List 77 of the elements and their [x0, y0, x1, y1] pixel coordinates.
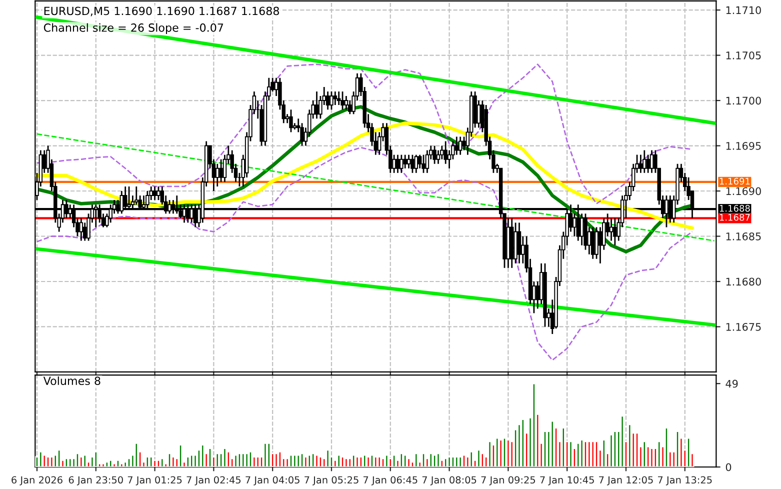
- ref-line-label: 1.1691: [720, 178, 750, 185]
- candlestick: [344, 95, 348, 110]
- candlestick: [458, 136, 462, 156]
- x-tick-label: 6 Jan 23:50: [68, 476, 123, 486]
- candlestick: [134, 186, 138, 206]
- candlestick: [440, 145, 444, 160]
- x-tick-label: 7 Jan 13:25: [658, 476, 712, 486]
- candlestick: [517, 222, 522, 264]
- candlestick: [300, 122, 304, 146]
- candlestick: [152, 186, 157, 201]
- candlestick: [664, 194, 668, 228]
- candlestick: [330, 90, 334, 110]
- candlestick: [82, 222, 87, 242]
- chart-title: Volumes 8: [43, 376, 100, 386]
- candlestick: [392, 154, 396, 174]
- y-tick-label: 1.1675: [726, 322, 761, 331]
- x-tick-label: 7 Jan 01:25: [128, 476, 182, 486]
- candlestick: [418, 154, 422, 170]
- candlestick: [646, 154, 650, 174]
- x-tick-label: 7 Jan 05:25: [304, 476, 358, 486]
- y-tick-label: 1.1685: [726, 232, 761, 240]
- candlestick: [613, 217, 617, 246]
- line-series: [36, 64, 693, 204]
- candlestick: [326, 90, 330, 110]
- y-tick-label: 1.1700: [726, 96, 761, 105]
- candlestick: [476, 100, 481, 128]
- candlestick: [432, 145, 436, 165]
- candlestick: [580, 212, 584, 246]
- candlestick: [638, 154, 643, 174]
- y-tick-label: 1.1680: [726, 278, 761, 286]
- candlestick: [336, 90, 341, 106]
- y-tick-label: 0: [726, 463, 732, 472]
- candlestick: [572, 212, 576, 237]
- y-tick-label: 1.1710: [726, 6, 761, 14]
- candlestick: [406, 154, 411, 170]
- candlestick: [444, 140, 448, 165]
- candlestick: [396, 154, 400, 174]
- candlestick: [454, 136, 459, 156]
- x-tick-label: 6 Jan 2026: [12, 476, 62, 486]
- ref-line-label: 1.1687: [720, 214, 750, 221]
- candlestick: [340, 90, 344, 110]
- candlestick: [414, 154, 418, 174]
- candlestick: [590, 226, 595, 260]
- line-series: [35, 121, 694, 230]
- candlestick: [650, 150, 654, 174]
- x-tick-label: 7 Jan 06:45: [364, 476, 418, 486]
- candlestick: [425, 150, 430, 174]
- candlestick: [216, 163, 220, 188]
- annotation: Channel size = 26 Slope = -0.07: [44, 23, 224, 34]
- candlestick: [642, 150, 646, 174]
- candlestick: [314, 90, 319, 120]
- y-tick-label: 1.1695: [726, 142, 761, 150]
- y-tick-label: 49: [726, 380, 738, 388]
- candlestick: [156, 186, 160, 201]
- chart-title: EURUSD,M5 1.1690 1.1690 1.1687 1.1688: [44, 6, 279, 16]
- candlestick: [422, 154, 426, 174]
- candlestick: [594, 226, 598, 260]
- candlestick: [79, 217, 84, 242]
- candlestick: [219, 158, 223, 183]
- x-tick-label: 7 Jan 04:05: [246, 476, 300, 486]
- candlestick: [668, 194, 672, 224]
- candlestick: [400, 154, 404, 174]
- candlestick: [609, 217, 614, 242]
- candlestick: [333, 90, 338, 106]
- candlestick: [410, 154, 414, 174]
- candlestick: [436, 150, 440, 165]
- candlestick: [403, 154, 407, 170]
- x-tick-label: 7 Jan 09:25: [481, 476, 536, 486]
- y-tick-label: 1.1705: [726, 52, 761, 60]
- ref-line-label: 1.1688: [720, 204, 750, 212]
- x-tick-label: 7 Jan 10:45: [540, 476, 594, 486]
- x-tick-label: 7 Jan 02:45: [186, 476, 241, 486]
- candlestick: [289, 108, 293, 133]
- x-tick-label: 7 Jan 08:05: [422, 476, 476, 486]
- y-tick-label: 1.1690: [726, 187, 761, 196]
- x-tick-label: 7 Jan 12:05: [599, 476, 653, 486]
- candlestick: [348, 100, 352, 115]
